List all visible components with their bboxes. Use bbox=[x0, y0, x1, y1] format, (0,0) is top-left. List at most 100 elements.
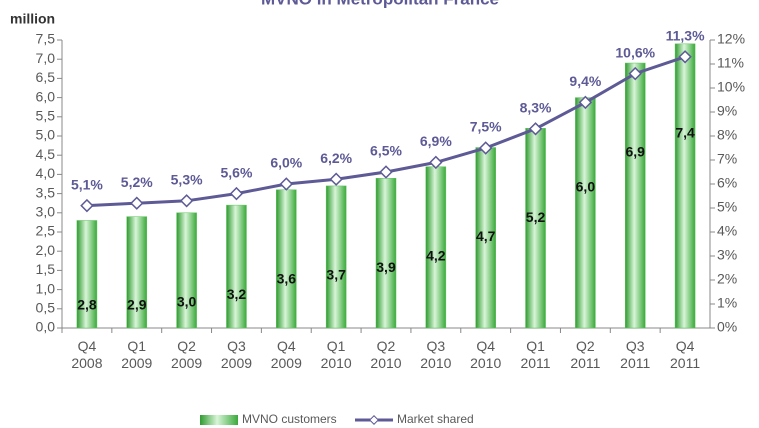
y-tick-label: 5,0 bbox=[36, 127, 56, 143]
y-tick-label: 5,5 bbox=[36, 108, 56, 124]
x-tick-label: Q2 2011 bbox=[570, 338, 601, 371]
bar bbox=[624, 62, 646, 329]
point-label: 9,4% bbox=[569, 73, 601, 89]
bar bbox=[226, 204, 247, 329]
point-label: 11,3% bbox=[666, 28, 705, 44]
x-tick-label: Q1 2009 bbox=[121, 338, 153, 371]
marker bbox=[429, 155, 443, 170]
bar-label: 3,6 bbox=[277, 270, 297, 286]
bar-label: 2,8 bbox=[77, 297, 97, 313]
y2-tick-label: 12% bbox=[717, 31, 745, 47]
marker bbox=[628, 66, 642, 81]
bar-label: 2,9 bbox=[127, 297, 147, 313]
bar bbox=[176, 212, 197, 329]
marker bbox=[678, 50, 692, 64]
x-tick-label: Q4 2009 bbox=[270, 338, 302, 371]
y-tick-label: 3,0 bbox=[36, 204, 56, 220]
y-tick-label: 2,5 bbox=[36, 223, 56, 239]
x-tick-label: Q1 2011 bbox=[520, 338, 551, 371]
x-tick-label: Q3 2011 bbox=[620, 338, 651, 371]
bar bbox=[325, 185, 347, 329]
y-tick-label: 1,5 bbox=[36, 261, 56, 277]
y2-tick-label: 9% bbox=[717, 103, 737, 119]
y-tick-label: 6,5 bbox=[36, 69, 56, 85]
legend-swatch bbox=[369, 415, 379, 425]
marker bbox=[329, 172, 343, 186]
y-tick-label: 2,0 bbox=[36, 242, 56, 258]
marker bbox=[130, 196, 144, 210]
marker bbox=[379, 165, 393, 179]
bar bbox=[575, 97, 596, 329]
chart-title: MVNO in Metropolitan France bbox=[261, 0, 499, 8]
y2-tick-label: 7% bbox=[717, 151, 737, 167]
y-tick-label: 4,5 bbox=[36, 146, 56, 162]
y2-tick-label: 2% bbox=[717, 271, 737, 287]
marker bbox=[279, 177, 294, 191]
y2-tick-label: 3% bbox=[717, 247, 737, 263]
marker bbox=[528, 122, 543, 136]
point-label: 5,6% bbox=[221, 164, 253, 180]
point-label: 8,3% bbox=[520, 100, 552, 116]
x-tick-label: Q4 2008 bbox=[71, 338, 103, 371]
point-label: 5,1% bbox=[71, 176, 103, 192]
marker bbox=[179, 194, 194, 208]
y2-tick-label: 5% bbox=[717, 199, 737, 215]
point-label: 6,9% bbox=[420, 133, 452, 149]
point-label: 10,6% bbox=[615, 44, 655, 60]
bar-label: 7,4 bbox=[675, 125, 695, 141]
bar-label: 6,9 bbox=[625, 144, 645, 160]
bar-label: 3,2 bbox=[227, 286, 247, 302]
x-tick-label: Q2 2009 bbox=[171, 338, 203, 371]
legend-label: Market shared bbox=[397, 412, 474, 426]
y-tick-label: 4,0 bbox=[36, 165, 56, 181]
y-tick-label: 7,5 bbox=[36, 31, 56, 47]
bar bbox=[126, 216, 148, 329]
bar bbox=[276, 189, 297, 329]
bar bbox=[76, 220, 98, 329]
y-tick-label: 3,5 bbox=[36, 184, 56, 200]
y-tick-label: 6,0 bbox=[36, 88, 56, 104]
y2-tick-label: 8% bbox=[717, 127, 737, 143]
y2-tick-label: 4% bbox=[717, 223, 737, 239]
x-tick-label: Q3 2010 bbox=[420, 338, 452, 371]
bar bbox=[525, 128, 546, 329]
point-label: 5,2% bbox=[121, 174, 153, 190]
point-label: 6,5% bbox=[370, 143, 402, 159]
y-axis-label: million bbox=[10, 11, 55, 27]
bar-label: 4,2 bbox=[426, 247, 446, 263]
x-tick-label: Q1 2010 bbox=[320, 338, 352, 371]
y2-tick-label: 1% bbox=[717, 295, 737, 311]
x-tick-label: Q4 2011 bbox=[670, 338, 701, 371]
y2-tick-label: 6% bbox=[717, 175, 737, 191]
x-tick-label: Q2 2010 bbox=[370, 338, 402, 371]
x-tick-label: Q3 2009 bbox=[220, 338, 253, 371]
bar bbox=[375, 177, 397, 329]
y2-tick-label: 10% bbox=[717, 79, 745, 95]
y-tick-label: 0,5 bbox=[36, 300, 56, 316]
y-tick-label: 1,0 bbox=[36, 280, 56, 296]
point-label: 6,0% bbox=[270, 155, 302, 171]
y-tick-label: 7,0 bbox=[36, 50, 56, 66]
bar bbox=[674, 43, 696, 329]
point-label: 7,5% bbox=[470, 119, 502, 135]
bar-label: 3,0 bbox=[177, 294, 197, 310]
bar-label: 5,2 bbox=[526, 209, 546, 225]
point-label: 6,2% bbox=[320, 150, 352, 166]
point-label: 5,3% bbox=[171, 172, 203, 188]
legend-label: MVNO customers bbox=[242, 412, 337, 426]
marker bbox=[478, 141, 493, 155]
bar-label: 4,7 bbox=[476, 228, 496, 244]
x-tick-label: Q4 2010 bbox=[470, 338, 502, 371]
bar-label: 3,7 bbox=[326, 267, 346, 283]
legend-swatch bbox=[200, 415, 238, 425]
marker bbox=[80, 198, 94, 213]
y2-tick-label: 11% bbox=[717, 55, 744, 71]
marker bbox=[229, 186, 244, 201]
y-tick-label: 0,0 bbox=[36, 319, 56, 335]
bar-label: 6,0 bbox=[576, 178, 596, 194]
marker bbox=[578, 95, 593, 110]
y2-tick-label: 0% bbox=[717, 319, 737, 335]
bar-label: 3,9 bbox=[376, 259, 396, 275]
